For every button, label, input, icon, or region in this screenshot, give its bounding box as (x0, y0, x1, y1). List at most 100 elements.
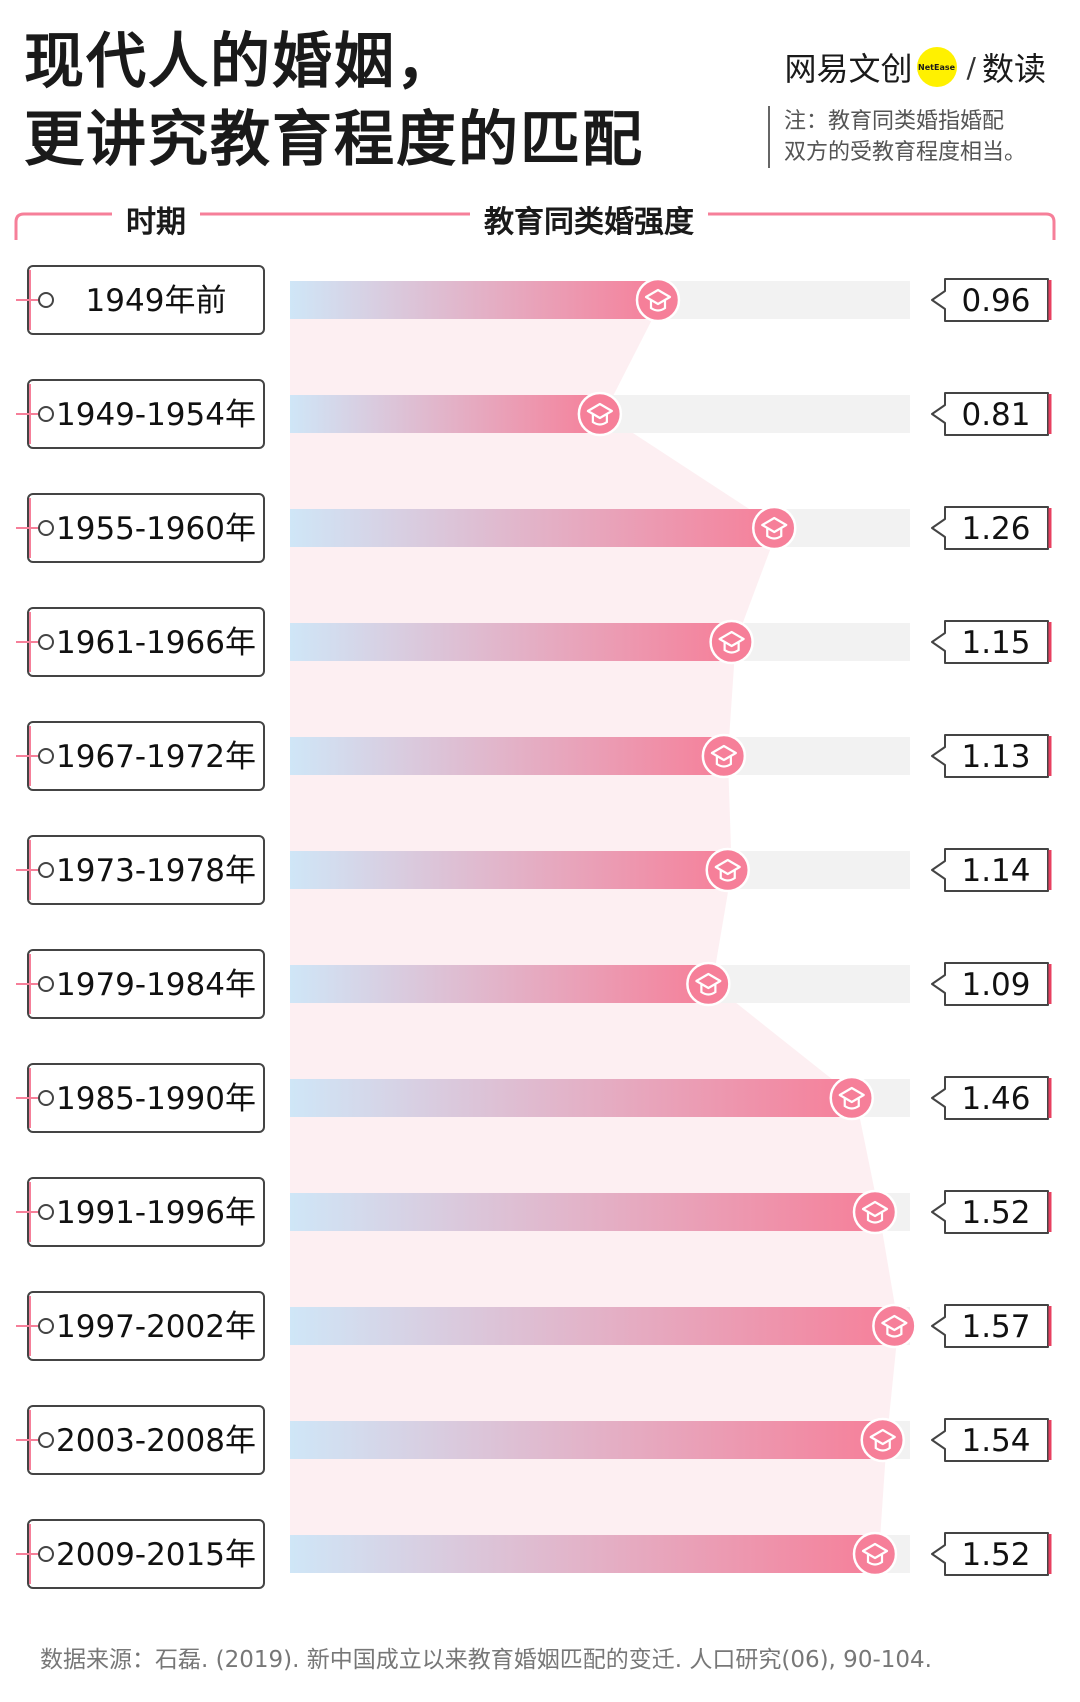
cap-base (649, 300, 667, 312)
bar (290, 281, 662, 319)
graduation-cap-icon (701, 733, 747, 779)
graduation-cap-icon (860, 1417, 905, 1463)
bar (290, 509, 779, 547)
cap-top (761, 516, 788, 534)
period-tag-hole (38, 1090, 54, 1106)
brand-logo: 网易文创 NetEase / 数读 (785, 44, 1046, 90)
title-line-1: 现代人的婚姻， (24, 27, 458, 97)
bar (290, 851, 732, 889)
graduation-cap-icon (852, 1531, 898, 1577)
value-label: 1.14 (961, 853, 1030, 889)
cap-top (881, 1314, 908, 1332)
graduation-cap-icon (635, 277, 681, 323)
value-callout (931, 1532, 1049, 1576)
value-label: 1.54 (961, 1423, 1030, 1459)
cap-top (869, 1428, 896, 1446)
period-tag-hole (38, 748, 54, 764)
note-line-2: 双方的受教育程度相当。 (784, 140, 1027, 165)
value-label: 1.13 (961, 739, 1030, 775)
cap-circle (686, 961, 731, 1007)
cap-circle (852, 1531, 898, 1577)
graduation-cap-icon (709, 619, 754, 665)
value-label: 1.15 (961, 625, 1030, 661)
cap-base (591, 414, 608, 426)
period-tag-hole (38, 1204, 54, 1220)
cap-circle (635, 277, 681, 323)
brand-badge: NetEase (916, 47, 957, 87)
period-label: 1949年前 (86, 283, 227, 319)
bar (290, 1535, 879, 1573)
value-label: 1.09 (961, 967, 1030, 1003)
cap-circle (829, 1075, 874, 1121)
period-label: 1985-1990年 (56, 1081, 256, 1117)
value-label: 1.52 (961, 1537, 1030, 1573)
cap-circle (852, 1189, 898, 1235)
value-callout (931, 1190, 1049, 1234)
note-line-1: 注：教育同类婚指婚配 (784, 109, 1005, 134)
cap-top (718, 630, 745, 648)
cap-circle (701, 733, 747, 779)
graduation-cap-icon (872, 1303, 917, 1349)
value-label: 1.52 (961, 1195, 1030, 1231)
cap-base (723, 642, 740, 654)
header-metric: 教育同类婚强度 (470, 197, 708, 241)
period-label: 1955-1960年 (56, 511, 256, 547)
value-label: 1.26 (961, 511, 1030, 547)
cap-base (874, 1440, 891, 1452)
bar (290, 395, 604, 433)
period-label: 1949-1954年 (56, 397, 256, 433)
period-label: 1973-1978年 (56, 853, 256, 889)
period-tag-hole (38, 634, 54, 650)
value-callout (931, 506, 1049, 550)
period-tag-hole (38, 1432, 54, 1448)
period-label: 2009-2015年 (56, 1537, 256, 1573)
cap-top (838, 1086, 865, 1104)
period-tag-hole (38, 1546, 54, 1562)
cap-base (715, 756, 732, 768)
bar (290, 1193, 879, 1231)
cap-circle (752, 505, 797, 551)
header-period: 时期 (112, 197, 200, 241)
bar (290, 737, 728, 775)
value-callout (931, 962, 1049, 1006)
cap-base (700, 984, 717, 996)
value-callout (931, 1304, 1049, 1348)
bar (290, 1307, 899, 1345)
period-tag-hole (38, 520, 54, 536)
period-label: 1991-1996年 (56, 1195, 256, 1231)
period-tag-hole (38, 1318, 54, 1334)
cap-top (644, 288, 672, 306)
value-label: 0.81 (961, 397, 1030, 433)
cap-top (861, 1200, 889, 1218)
cap-base (843, 1098, 860, 1110)
value-callout (931, 1418, 1049, 1462)
value-callout (931, 1076, 1049, 1120)
source-note: 数据来源：石磊. (2019). 新中国成立以来教育婚姻匹配的变迁. 人口研究(… (40, 1647, 932, 1673)
brand-name: 网易文创 (784, 50, 913, 88)
graduation-cap-icon (829, 1075, 874, 1121)
cap-top (714, 858, 741, 876)
period-tag-hole (38, 976, 54, 992)
cap-base (866, 1554, 884, 1566)
brand-separator: / (966, 50, 976, 84)
bar (290, 623, 736, 661)
period-tag-hole (38, 292, 54, 308)
cap-circle (709, 619, 754, 665)
value-label: 1.46 (961, 1081, 1030, 1117)
value-callout (931, 620, 1049, 664)
period-tag-hole (38, 862, 54, 878)
bar (290, 1421, 887, 1459)
brand-section: 数读 (981, 50, 1046, 88)
cap-top (710, 744, 737, 762)
bar (290, 965, 713, 1003)
period-label: 1967-1972年 (56, 739, 256, 775)
period-label: 2003-2008年 (56, 1423, 256, 1459)
cap-circle (577, 391, 623, 437)
value-callout (931, 734, 1049, 778)
period-label: 1961-1966年 (56, 625, 256, 661)
cap-top (586, 402, 613, 420)
graduation-cap-icon (852, 1189, 898, 1235)
trend-band (290, 300, 899, 1554)
period-tag-hole (38, 406, 54, 422)
period-label: 1979-1984年 (56, 967, 256, 1003)
